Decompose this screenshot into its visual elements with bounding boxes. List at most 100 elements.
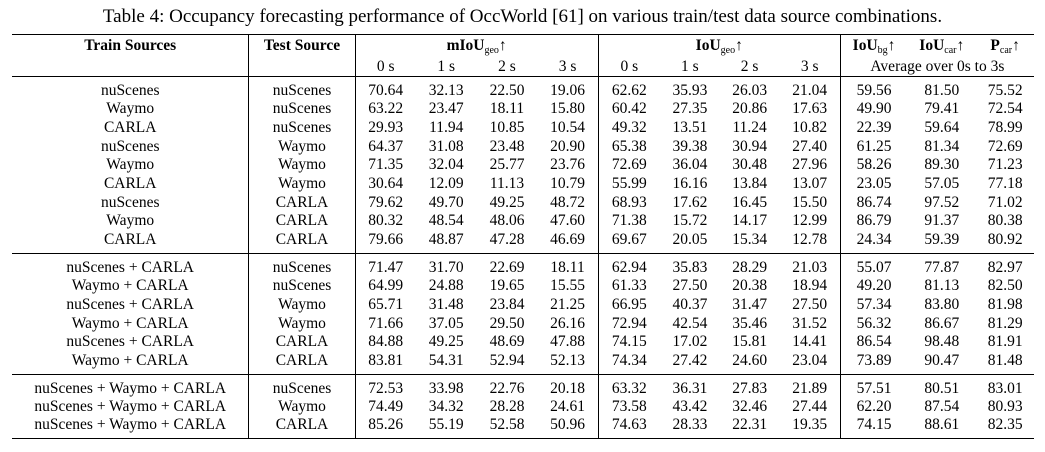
metric-value-cell: 89.30	[924, 156, 960, 174]
train-source-cell: CARLA	[12, 230, 250, 254]
table-row: Waymo + CARLA nuScenes 64.99 24.88 19.65 15.5…	[12, 276, 1034, 296]
metric-value-cell: 85.26	[355, 416, 416, 440]
metric-value-cell: 15.72	[672, 212, 708, 230]
metric-value-cell: 80.93	[987, 397, 1023, 415]
metric-value-cell: 79.66	[368, 230, 404, 248]
metric-value-cell: 46.69	[537, 230, 599, 254]
metric-value-cell: 80.38	[987, 212, 1023, 230]
metric-value-cell: 22.69	[476, 252, 538, 277]
metric-value-cell: 62.94	[598, 252, 661, 277]
metric-value-cell: 83.01	[976, 373, 1034, 398]
col-header-miou: mIoUgeo↑	[355, 34, 599, 57]
table-row: nuScenes Waymo 64.37 31.08 23.48 20.90 65.38 39…	[12, 137, 1034, 157]
metric-value-cell: 70.64	[368, 82, 404, 99]
metric-value-cell: 59.56	[856, 82, 892, 99]
metric-value-cell: 14.17	[732, 212, 768, 230]
metric-value-cell: 30.64	[368, 175, 404, 193]
metric-value-cell: 28.29	[719, 252, 780, 277]
metric-value-cell: 16.45	[732, 193, 768, 211]
metric-value-cell: 72.69	[611, 156, 647, 174]
metric-value-cell: 23.48	[489, 137, 525, 155]
train-source-cell: CARLA	[12, 174, 250, 194]
metric-value-cell: 49.70	[428, 193, 464, 211]
metric-value-cell: 78.99	[987, 119, 1023, 137]
metric-value-cell: 36.04	[672, 156, 708, 174]
metric-value-cell: 90.47	[924, 351, 960, 369]
metric-value-cell: 23.84	[489, 295, 525, 313]
metric-value-cell: 55.19	[415, 416, 477, 440]
train-source-cell: Waymo + CARLA	[12, 351, 250, 375]
metric-value-cell: 83.80	[924, 295, 960, 313]
table-row: nuScenes nuScenes 70.64 32.13 22.50 19.06 62.6…	[12, 76, 1034, 100]
metric-value-cell: 47.28	[489, 230, 525, 248]
metric-value-cell: 27.44	[779, 397, 841, 417]
test-source-cell: CARLA	[248, 332, 356, 352]
test-source-cell: CARLA	[248, 230, 356, 254]
metric-value-cell: 26.03	[732, 82, 768, 99]
table-row: nuScenes + Waymo + CARLA nuScenes 72.53 33.…	[12, 373, 1034, 398]
metric-value-cell: 62.20	[856, 397, 892, 415]
metric-value-cell: 36.31	[660, 373, 720, 398]
metric-value-cell: 21.25	[537, 295, 599, 315]
metric-value-cell: 24.60	[732, 351, 768, 369]
metric-value-cell: 22.39	[856, 119, 892, 137]
metric-value-cell: 28.28	[489, 397, 525, 415]
metric-value-cell: 63.22	[368, 100, 404, 118]
train-source-cell: Waymo + CARLA	[12, 314, 250, 333]
metric-value-cell: 74.15	[840, 416, 908, 440]
table-body: nuScenes nuScenes 70.64 32.13 22.50 19.06 62.6…	[12, 76, 1034, 440]
metric-value-cell: 20.05	[672, 230, 708, 248]
metric-value-cell: 83.81	[368, 351, 404, 369]
metric-value-cell: 98.48	[924, 333, 960, 351]
time-label: 2 s	[476, 57, 538, 77]
metric-value-cell: 82.35	[976, 416, 1034, 440]
results-table: Train Sources Test Source mIoUgeo↑ IoUge…	[12, 34, 1034, 440]
metric-value-cell: 81.91	[987, 333, 1023, 351]
metric-value-cell: 11.24	[732, 119, 767, 137]
metric-value-cell: 27.83	[719, 373, 780, 398]
table-row: Waymo + CARLA Waymo 71.66 37.05 29.50 26.16 72…	[12, 314, 1034, 333]
metric-value-cell: 69.67	[611, 230, 647, 248]
col-header-train: Train Sources	[12, 34, 250, 57]
table-row: nuScenes + Waymo + CARLA Waymo 74.49 34.32 2…	[12, 397, 1034, 417]
col-header-iou-bg: IoUbg↑	[840, 34, 908, 57]
metric-value-cell: 11.13	[489, 175, 525, 193]
test-source-cell: Waymo	[248, 314, 356, 333]
test-source-cell: CARLA	[248, 416, 356, 440]
metric-value-cell: 59.64	[924, 119, 960, 137]
metric-value-cell: 42.54	[672, 314, 708, 332]
metric-value-cell: 27.50	[672, 277, 708, 295]
metric-value-cell: 49.90	[856, 100, 892, 118]
metric-value-cell: 23.76	[537, 156, 599, 175]
metric-value-cell: 71.66	[368, 314, 404, 332]
metric-value-cell: 20.86	[732, 100, 768, 118]
table-row: nuScenes + CARLA CARLA 84.88 49.25 48.69 47.8…	[12, 332, 1034, 352]
time-label: 3 s	[779, 57, 841, 77]
metric-value-cell: 17.02	[672, 333, 708, 351]
metric-value-cell: 81.50	[924, 82, 960, 99]
metric-value-cell: 47.88	[537, 332, 599, 352]
metric-value-cell: 64.99	[368, 277, 404, 295]
metric-value-cell: 80.51	[907, 373, 977, 398]
test-source-cell: CARLA	[248, 351, 356, 375]
train-source-cell: nuScenes + Waymo + CARLA	[12, 416, 250, 440]
metric-value-cell: 57.05	[924, 175, 960, 193]
metric-value-cell: 71.35	[368, 156, 404, 174]
metric-value-cell: 71.02	[987, 193, 1023, 211]
metric-value-cell: 24.34	[856, 230, 892, 248]
metric-value-cell: 81.34	[924, 137, 960, 155]
metric-value-cell: 71.47	[355, 252, 416, 277]
metric-value-cell: 15.50	[779, 193, 841, 213]
metric-value-cell: 48.54	[428, 212, 464, 230]
metric-value-cell: 20.18	[537, 373, 599, 398]
time-label: 0 s	[355, 57, 416, 77]
metric-value-cell: 82.50	[987, 277, 1023, 295]
metric-value-cell: 77.18	[987, 175, 1023, 193]
metric-value-cell: 81.29	[987, 314, 1023, 332]
metric-value-cell: 10.79	[537, 174, 599, 194]
metric-value-cell: 21.03	[779, 252, 841, 277]
metric-value-cell: 86.67	[924, 314, 960, 332]
metric-value-cell: 52.58	[476, 416, 538, 440]
metric-value-cell: 29.93	[368, 119, 404, 137]
metric-value-cell: 22.50	[489, 82, 525, 99]
